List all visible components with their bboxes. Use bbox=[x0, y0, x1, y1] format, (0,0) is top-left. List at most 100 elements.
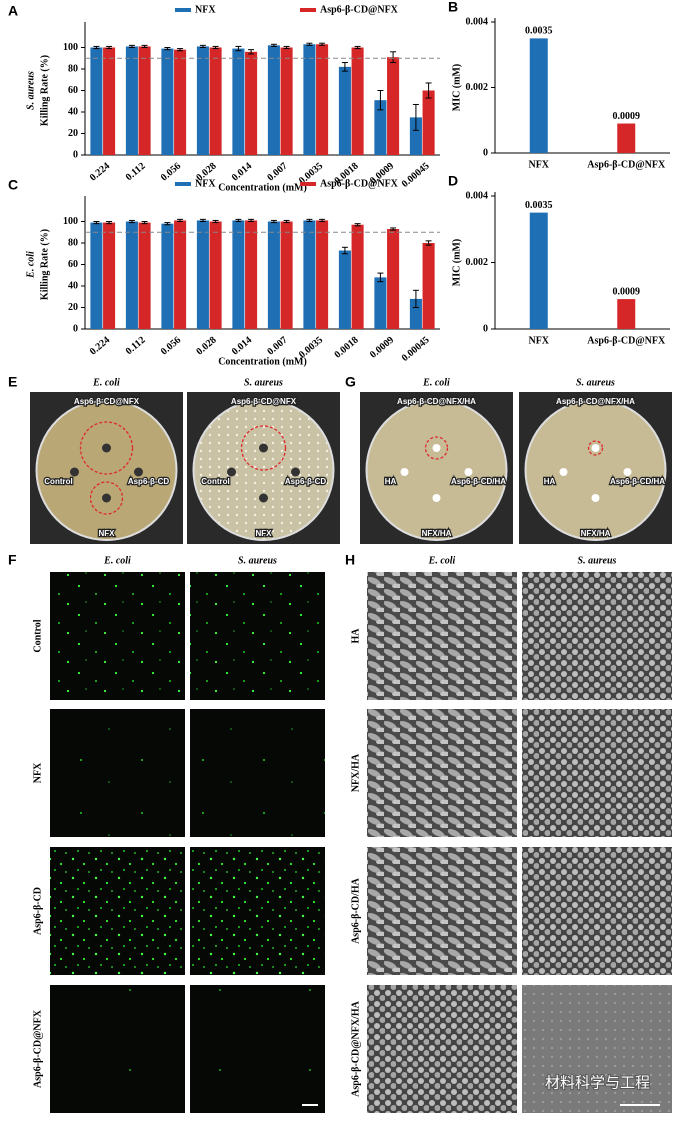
bar bbox=[338, 250, 351, 329]
bar bbox=[267, 221, 280, 329]
panel-letter: F bbox=[8, 552, 17, 568]
error-bar bbox=[306, 42, 313, 46]
error-bar bbox=[354, 45, 361, 50]
error-bar bbox=[283, 219, 290, 224]
legend-swatch bbox=[300, 8, 316, 12]
inhibition-zone bbox=[587, 440, 604, 456]
x-tick-label: NFX bbox=[528, 159, 549, 170]
y-tick-label: 0 bbox=[73, 149, 78, 160]
error-bar bbox=[177, 48, 184, 52]
disc bbox=[591, 494, 600, 502]
bar bbox=[245, 220, 258, 329]
error-bar bbox=[425, 240, 432, 246]
plate-label: NFX bbox=[99, 529, 116, 538]
panel-letter: A bbox=[8, 3, 18, 19]
plate-label: Asp6-β-CD bbox=[285, 477, 327, 486]
error-bar bbox=[341, 62, 348, 72]
bar bbox=[125, 46, 138, 155]
well bbox=[291, 467, 300, 477]
legend-swatch bbox=[175, 8, 191, 12]
sem-image bbox=[522, 572, 672, 700]
x-tick-label: 0.112 bbox=[124, 335, 148, 358]
fluorescence-image bbox=[50, 985, 185, 1113]
y-tick-label: 0.002 bbox=[466, 82, 489, 93]
scale-bar bbox=[620, 1104, 660, 1106]
x-tick-label: 0.028 bbox=[194, 335, 218, 358]
plate-label: Asp6-β-CD/HA bbox=[451, 477, 506, 486]
watermark: 材料科学与工程 bbox=[545, 1074, 650, 1092]
error-bar bbox=[390, 227, 397, 231]
well bbox=[227, 467, 236, 477]
bar bbox=[125, 221, 138, 329]
plate-label: NFX/HA bbox=[581, 529, 611, 538]
bar bbox=[138, 222, 151, 329]
row-label: Asp6-β-CD bbox=[32, 887, 43, 935]
plate bbox=[35, 399, 178, 541]
plate bbox=[524, 399, 667, 541]
fluorescence-image bbox=[190, 985, 325, 1113]
bar bbox=[387, 229, 400, 329]
y-tick-label: 40 bbox=[68, 106, 78, 117]
bar bbox=[351, 224, 364, 329]
column-header: S. aureus bbox=[244, 377, 283, 388]
error-bar bbox=[212, 45, 219, 50]
plate-label: Asp6-β-CD@NFX/HA bbox=[556, 397, 635, 406]
x-tick-label: 0.00045 bbox=[400, 161, 432, 190]
error-bar bbox=[412, 289, 419, 308]
error-bar bbox=[412, 103, 419, 131]
disc bbox=[559, 468, 568, 476]
panel-letter: H bbox=[345, 552, 355, 568]
error-bar bbox=[235, 218, 242, 222]
panel-letter: E bbox=[8, 374, 17, 390]
error-bar bbox=[377, 272, 384, 283]
plate-label: Asp6-β-CD@NFX bbox=[231, 397, 297, 406]
legend-swatch bbox=[300, 182, 316, 186]
bar bbox=[409, 298, 422, 329]
legend-label: Asp6-β-CD@NFX bbox=[320, 4, 399, 15]
plate-label: Asp6-β-CD@NFX bbox=[74, 397, 140, 406]
plate-label: Control bbox=[44, 477, 72, 486]
y-tick-label: 100 bbox=[63, 216, 78, 227]
bar bbox=[529, 38, 548, 153]
y-tick-label: 0 bbox=[73, 323, 78, 334]
well bbox=[70, 467, 79, 477]
x-tick-label: NFX bbox=[528, 335, 549, 346]
bar bbox=[338, 66, 351, 155]
plate-label: HA bbox=[544, 477, 556, 486]
plate-label: NFX bbox=[256, 529, 273, 538]
disc bbox=[432, 444, 441, 452]
bar bbox=[374, 277, 387, 329]
bar bbox=[280, 47, 293, 155]
x-tick-label: 0.056 bbox=[159, 335, 183, 358]
legend-swatch bbox=[175, 182, 191, 186]
disc bbox=[464, 468, 473, 476]
column-header: S. aureus bbox=[576, 377, 615, 388]
panel-letter: D bbox=[448, 173, 458, 189]
error-bar bbox=[390, 51, 397, 64]
y-axis-label: MIC (mM) bbox=[451, 239, 462, 286]
y-tick-label: 0.004 bbox=[466, 190, 489, 201]
x-tick-label: Asp6-β-CD@NFX bbox=[587, 159, 666, 170]
well bbox=[102, 443, 111, 453]
bar bbox=[422, 243, 435, 329]
bar bbox=[316, 44, 329, 155]
bar bbox=[196, 46, 209, 155]
error-bar bbox=[141, 44, 148, 48]
x-tick-label: 0.224 bbox=[88, 161, 112, 184]
row-label: NFX/HA bbox=[350, 753, 361, 792]
plate-label: Asp6-β-CD bbox=[128, 477, 170, 486]
x-tick-label: Asp6-β-CD@NFX bbox=[587, 335, 666, 346]
value-label: 0.0009 bbox=[613, 286, 641, 297]
scale-bar bbox=[302, 1104, 318, 1106]
error-bar bbox=[425, 82, 432, 99]
bar bbox=[174, 220, 187, 329]
fluorescence-image bbox=[190, 847, 325, 975]
legend-label: Asp6-β-CD@NFX bbox=[320, 178, 399, 189]
error-bar bbox=[248, 49, 255, 55]
error-bar bbox=[377, 90, 384, 111]
sem-image bbox=[367, 572, 517, 700]
bar bbox=[103, 222, 116, 329]
error-bar bbox=[164, 47, 171, 51]
error-bar bbox=[319, 218, 326, 222]
error-bar bbox=[93, 45, 100, 50]
